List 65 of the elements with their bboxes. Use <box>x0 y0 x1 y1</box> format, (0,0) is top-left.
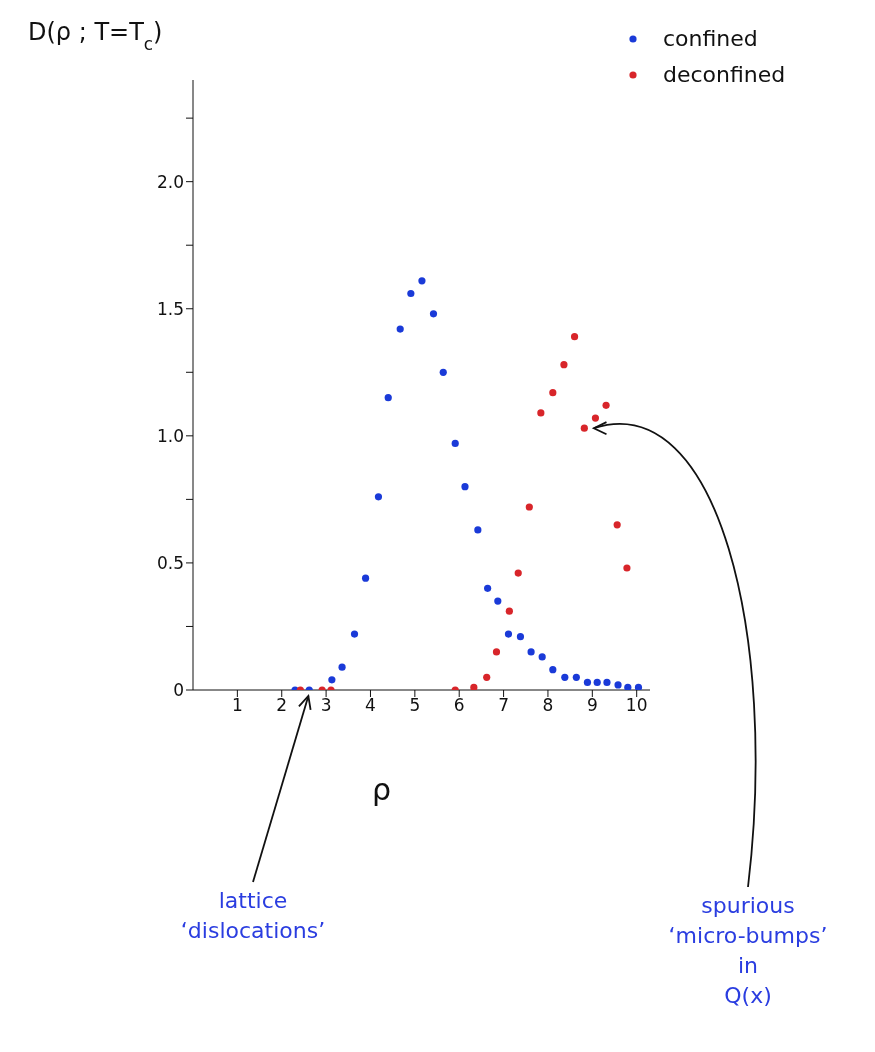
point <box>537 409 545 417</box>
point <box>429 310 438 318</box>
point <box>623 564 631 572</box>
x-tick-label: 4 <box>365 695 376 716</box>
x-tick-label: 10 <box>625 695 648 716</box>
y-tick-label: 1.5 <box>156 298 184 319</box>
y-tick-label: 1.0 <box>156 425 184 446</box>
point <box>470 683 478 690</box>
x-tick-label: 8 <box>542 695 554 716</box>
point <box>494 597 502 605</box>
point <box>538 653 546 661</box>
point <box>439 368 447 376</box>
x-tick-label: 5 <box>409 695 421 716</box>
point <box>560 361 568 369</box>
point <box>549 389 557 397</box>
point <box>451 439 459 448</box>
x-tick-label: 6 <box>453 695 465 716</box>
point <box>591 414 600 422</box>
annotation: lattice ‘dislocations’ <box>180 888 326 943</box>
point <box>350 630 359 638</box>
point <box>461 483 469 491</box>
point <box>525 503 533 511</box>
point <box>549 666 557 674</box>
point <box>572 673 580 681</box>
point <box>384 394 392 402</box>
point <box>407 289 415 298</box>
point <box>328 676 336 684</box>
point <box>474 526 482 534</box>
point <box>483 673 491 681</box>
point <box>492 648 501 656</box>
legend-label: confined <box>663 26 758 51</box>
point <box>374 493 383 501</box>
point <box>593 678 601 686</box>
point <box>527 648 535 656</box>
y-axis-title: D(ρ ; T=T$_{c}$) <box>28 18 163 54</box>
point <box>583 678 592 686</box>
point <box>561 673 569 681</box>
y-tick-label: 0.5 <box>156 552 184 573</box>
point <box>614 681 622 689</box>
x-tick-label: 7 <box>498 695 509 716</box>
point <box>580 424 588 432</box>
point <box>396 325 404 333</box>
point <box>418 277 426 285</box>
y-tick-label: 2.0 <box>156 171 184 192</box>
point <box>570 333 579 341</box>
point <box>634 683 643 690</box>
x-tick-label: 3 <box>320 695 332 716</box>
point <box>505 607 513 615</box>
point <box>362 574 370 582</box>
annotation: spurious ‘micro-bumps’ in Q(x) <box>668 893 828 1008</box>
x-tick-label: 2 <box>276 695 288 716</box>
point <box>624 683 632 690</box>
point <box>484 584 492 592</box>
point <box>602 401 610 409</box>
y-tick-label: 0 <box>173 680 184 701</box>
x-tick-label: 1 <box>231 695 243 716</box>
point <box>613 521 621 529</box>
legend-label: deconfined <box>663 62 786 87</box>
point <box>516 633 525 641</box>
point <box>338 663 346 671</box>
x-axis-title: ρ <box>371 772 392 807</box>
point <box>514 569 522 577</box>
x-tick-label: 9 <box>586 695 598 716</box>
point <box>504 630 513 638</box>
point <box>603 678 611 686</box>
